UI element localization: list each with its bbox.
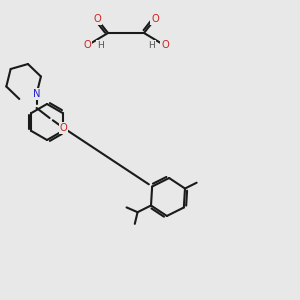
Text: O: O xyxy=(151,14,159,24)
Text: O: O xyxy=(83,40,91,50)
Text: O: O xyxy=(60,123,68,133)
Text: H: H xyxy=(148,40,155,50)
Text: O: O xyxy=(93,14,101,24)
Text: H: H xyxy=(97,40,104,50)
Text: N: N xyxy=(33,89,40,99)
Text: O: O xyxy=(161,40,169,50)
